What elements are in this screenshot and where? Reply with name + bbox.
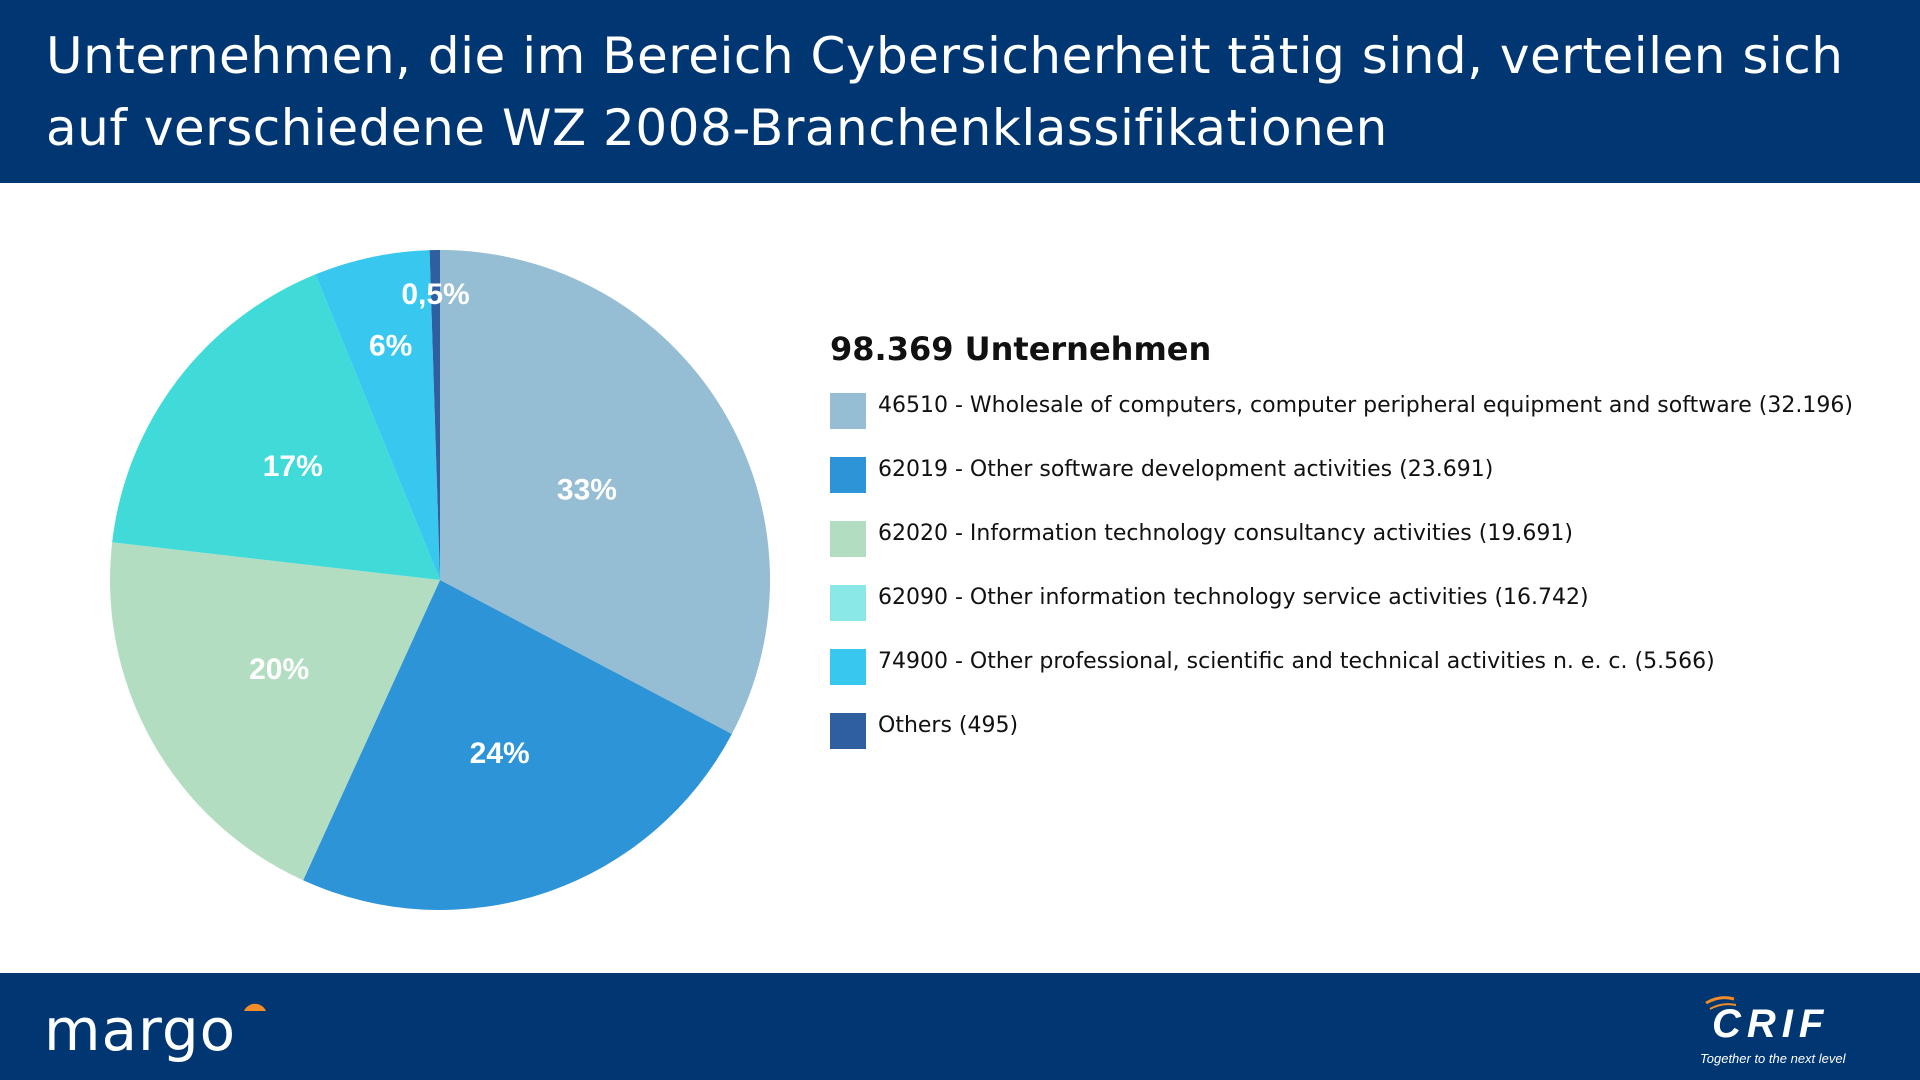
legend-swatch (830, 393, 866, 429)
crif-logo-svg: CRIF Together to the next level (1700, 996, 1847, 1066)
pie-slice-1 (303, 580, 732, 910)
legend-swatch (830, 713, 866, 749)
pie-slice-5 (429, 250, 440, 580)
pie-slice-label-4: 6% (369, 330, 412, 363)
header-banner: Unternehmen, die im Bereich Cybersicherh… (0, 0, 1920, 183)
legend-item: 62090 - Other information technology ser… (830, 583, 1890, 647)
legend: 98.369 Unternehmen 46510 - Wholesale of … (830, 325, 1890, 775)
pie-slice-4 (315, 250, 440, 580)
pie-slice-label-5: 0,5% (401, 278, 469, 311)
legend-label: 46510 - Wholesale of computers, computer… (878, 393, 1853, 418)
legend-item: 46510 - Wholesale of computers, computer… (830, 391, 1890, 455)
pie-chart-svg: 33% 24% 20% 17% 6% 0,5% (110, 250, 771, 910)
legend-item: 62020 - Information technology consultan… (830, 519, 1890, 583)
pie-slice-label-3: 17% (263, 450, 323, 483)
crif-logo-text: CRIF (1712, 1002, 1829, 1046)
legend-label: 62019 - Other software development activ… (878, 457, 1494, 482)
legend-item: Others (495) (830, 711, 1890, 775)
legend-item: 74900 - Other professional, scientific a… (830, 647, 1890, 711)
pie-chart: 33% 24% 20% 17% 6% 0,5% (100, 240, 780, 920)
footer-banner: margo CRIF Together to the next level (0, 973, 1920, 1080)
legend-swatch (830, 521, 866, 557)
legend-item: 62019 - Other software development activ… (830, 455, 1890, 519)
pie-slice-2 (110, 542, 441, 881)
legend-list: 46510 - Wholesale of computers, computer… (830, 391, 1890, 775)
legend-label: Others (495) (878, 713, 1019, 738)
margo-logo-accent-icon (244, 1003, 266, 1011)
pie-slice-0 (440, 250, 771, 734)
legend-total-label: 98.369 Unternehmen (830, 330, 1212, 368)
pie-slice-label-1: 24% (470, 737, 530, 770)
pie-slice-3 (112, 274, 440, 580)
legend-label: 62090 - Other information technology ser… (878, 585, 1589, 610)
legend-label: 74900 - Other professional, scientific a… (878, 649, 1715, 674)
legend-swatch (830, 457, 866, 493)
page-title: Unternehmen, die im Bereich Cybersicherh… (46, 27, 1844, 157)
pie-slice-label-2: 20% (249, 653, 309, 686)
margo-logo-text: margo (44, 996, 237, 1064)
crif-wing-icon (1705, 996, 1737, 1010)
margo-logo: margo (44, 995, 284, 1065)
legend-swatch (830, 649, 866, 685)
crif-logo-tagline: Together to the next level (1700, 1051, 1847, 1066)
legend-swatch (830, 585, 866, 621)
legend-label: 62020 - Information technology consultan… (878, 521, 1573, 546)
crif-logo: CRIF Together to the next level (1700, 985, 1880, 1071)
pie-slice-label-0: 33% (557, 473, 617, 506)
